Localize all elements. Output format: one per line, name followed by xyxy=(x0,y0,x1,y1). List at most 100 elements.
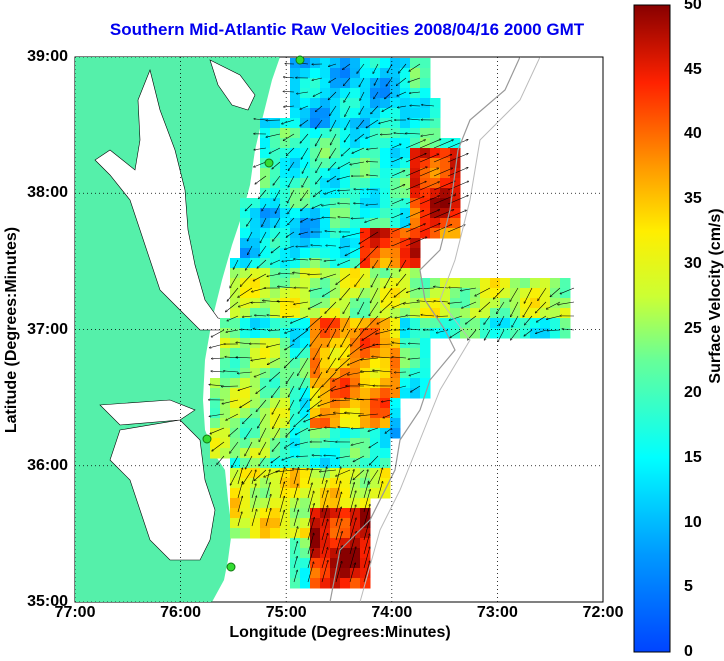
velocity-cell xyxy=(240,418,251,429)
velocity-cell xyxy=(330,518,341,529)
velocity-cell xyxy=(380,418,391,429)
velocity-cell xyxy=(290,508,301,519)
velocity-cell xyxy=(270,518,281,529)
velocity-cell xyxy=(340,428,351,439)
velocity-cell xyxy=(260,278,271,289)
velocity-cell xyxy=(430,298,441,309)
colorbar-tick-label: 20 xyxy=(684,384,702,402)
velocity-cell xyxy=(460,298,471,309)
velocity-cell xyxy=(400,88,411,99)
velocity-cell xyxy=(260,168,271,179)
velocity-cell xyxy=(410,178,421,189)
velocity-cell xyxy=(320,288,331,299)
velocity-cell xyxy=(380,308,391,319)
velocity-cell xyxy=(220,378,231,389)
velocity-cell xyxy=(400,268,411,279)
velocity-cell xyxy=(270,298,281,309)
velocity-cell xyxy=(260,348,271,359)
velocity-cell xyxy=(340,178,351,189)
velocity-cell xyxy=(250,348,261,359)
velocity-cell xyxy=(270,148,281,159)
lon-tick-label: 72:00 xyxy=(583,604,624,622)
velocity-cell xyxy=(470,278,481,289)
velocity-cell xyxy=(360,408,371,419)
velocity-cell xyxy=(250,318,261,329)
velocity-cell xyxy=(280,388,291,399)
velocity-cell xyxy=(310,148,321,159)
velocity-cell xyxy=(420,358,431,369)
velocity-cell xyxy=(390,318,401,329)
velocity-cell xyxy=(360,138,371,149)
velocity-cell xyxy=(310,358,321,369)
velocity-cell xyxy=(510,308,521,319)
velocity-cell xyxy=(320,348,331,359)
velocity-cell xyxy=(330,278,341,289)
velocity-cell xyxy=(260,128,271,139)
velocity-cell xyxy=(290,398,301,409)
lon-tick-label: 77:00 xyxy=(55,604,96,622)
velocity-cell xyxy=(290,578,301,589)
velocity-cell xyxy=(260,258,271,269)
velocity-cell xyxy=(430,108,441,119)
velocity-cell xyxy=(370,388,381,399)
velocity-cell xyxy=(480,288,491,299)
velocity-cell xyxy=(420,58,431,69)
velocity-cell xyxy=(220,318,231,329)
velocity-cell xyxy=(230,258,241,269)
velocity-cell xyxy=(220,418,231,429)
velocity-cell xyxy=(320,458,331,469)
velocity-cell xyxy=(220,448,231,459)
velocity-cell xyxy=(310,548,321,559)
velocity-cell xyxy=(320,108,331,119)
velocity-cell xyxy=(340,338,351,349)
velocity-cell xyxy=(280,208,291,219)
velocity-cell xyxy=(530,318,541,329)
velocity-cell xyxy=(250,418,261,429)
velocity-cell xyxy=(250,488,261,499)
velocity-cell xyxy=(270,478,281,489)
velocity-cell xyxy=(370,218,381,229)
velocity-cell xyxy=(320,358,331,369)
velocity-cell xyxy=(440,308,451,319)
velocity-cell xyxy=(320,218,331,229)
velocity-cell xyxy=(220,328,231,339)
velocity-cell xyxy=(360,198,371,209)
velocity-cell xyxy=(320,198,331,209)
velocity-cell xyxy=(240,218,251,229)
velocity-cell xyxy=(320,128,331,139)
colorbar-tick-label: 0 xyxy=(684,643,693,661)
velocity-cell xyxy=(250,408,261,419)
velocity-cell xyxy=(310,418,321,429)
velocity-cell xyxy=(370,128,381,139)
velocity-cell xyxy=(370,408,381,419)
lon-tick-label: 76:00 xyxy=(160,604,201,622)
velocity-cell xyxy=(370,98,381,109)
velocity-cell xyxy=(370,148,381,159)
velocity-cell xyxy=(340,358,351,369)
velocity-cell xyxy=(260,418,271,429)
velocity-cell xyxy=(270,178,281,189)
velocity-cell xyxy=(390,218,401,229)
velocity-cell xyxy=(410,358,421,369)
velocity-cell xyxy=(410,98,421,109)
velocity-cell xyxy=(310,478,321,489)
velocity-cell xyxy=(470,288,481,299)
colorbar-tick-label: 45 xyxy=(684,61,702,79)
velocity-cell xyxy=(230,458,241,469)
velocity-cell xyxy=(250,428,261,439)
velocity-cell xyxy=(240,518,251,529)
velocity-cell xyxy=(410,278,421,289)
velocity-cell xyxy=(330,508,341,519)
velocity-cell xyxy=(240,358,251,369)
velocity-cell xyxy=(340,508,351,519)
velocity-cell xyxy=(230,398,241,409)
velocity-cell xyxy=(300,138,311,149)
colorbar-tick-label: 15 xyxy=(684,449,702,467)
velocity-cell xyxy=(290,118,301,129)
velocity-cell xyxy=(330,218,341,229)
velocity-cell xyxy=(410,268,421,279)
velocity-cell xyxy=(380,58,391,69)
velocity-cell xyxy=(230,418,241,429)
velocity-cell xyxy=(270,508,281,519)
velocity-cell xyxy=(390,158,401,169)
